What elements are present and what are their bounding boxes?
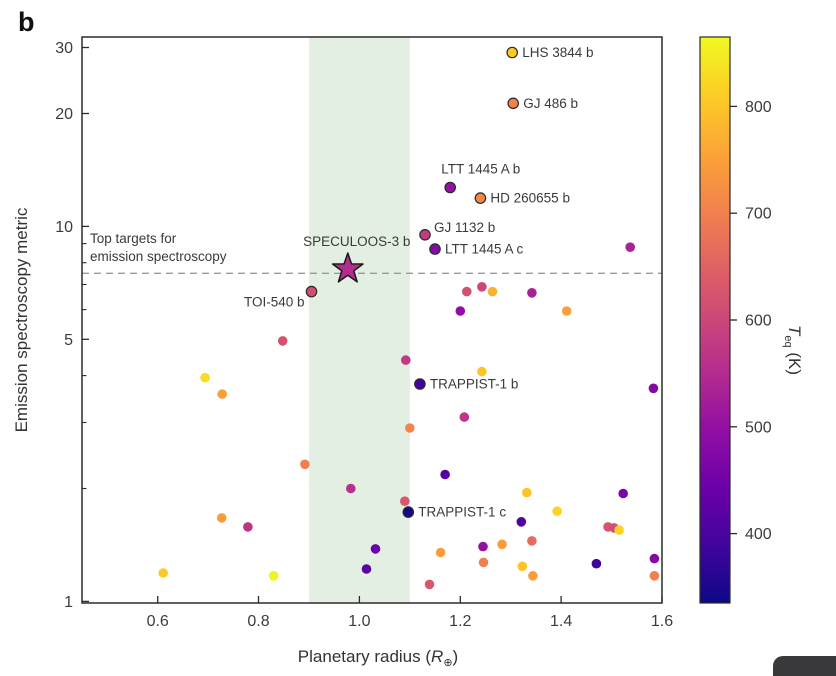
x-tick-label: 1.2 xyxy=(449,613,471,630)
data-point xyxy=(527,288,537,298)
point-label: GJ 486 b xyxy=(523,96,578,111)
y-tick-label: 20 xyxy=(55,106,73,123)
data-point xyxy=(522,487,532,498)
data-point xyxy=(401,355,411,365)
threshold-label-line2: emission spectroscopy xyxy=(90,249,227,264)
x-axis-title: Planetary radius (R⊕) xyxy=(298,647,458,669)
data-point-labeled xyxy=(419,229,431,241)
data-point-labeled xyxy=(402,506,415,518)
data-point xyxy=(497,539,507,550)
point-label: LTT 1445 A b xyxy=(441,162,520,177)
point-label: LTT 1445 A c xyxy=(445,242,524,257)
colorbar-title: Teq (K) xyxy=(782,325,804,375)
data-point-labeled xyxy=(506,46,518,59)
plot-area: 0.6 0.8 1.0 1.2 1.4 1.6 1 5 10 20 30 400 500 600 700 80… xyxy=(55,36,772,630)
plot-border xyxy=(81,36,663,604)
data-point xyxy=(625,242,635,252)
data-point xyxy=(361,564,372,574)
corner-overlay-button[interactable] xyxy=(773,656,836,676)
data-point xyxy=(440,469,450,480)
data-point xyxy=(462,286,472,297)
star-point-label: SPECULOOS-3 b xyxy=(303,234,410,249)
colorbar-tick-label: 400 xyxy=(745,526,772,543)
point-label: GJ 1132 b xyxy=(434,220,495,235)
data-point-labeled xyxy=(507,97,519,110)
data-point xyxy=(649,571,660,581)
data-point xyxy=(528,571,538,581)
data-point xyxy=(561,306,572,316)
panel-label: b xyxy=(18,7,35,37)
data-point xyxy=(591,558,602,569)
colorbar-tick-label: 700 xyxy=(745,206,772,223)
data-point xyxy=(424,579,435,590)
colorbar xyxy=(699,36,731,604)
data-point xyxy=(370,544,381,554)
y-tick-label: 5 xyxy=(64,332,73,349)
y-tick-label: 10 xyxy=(55,219,73,236)
colorbar-tick-label: 600 xyxy=(745,313,772,330)
data-point xyxy=(217,389,227,399)
data-point xyxy=(216,513,227,523)
data-point xyxy=(455,306,466,316)
data-point-labeled xyxy=(429,243,441,255)
data-point xyxy=(300,459,310,470)
data-point xyxy=(346,483,356,494)
data-point xyxy=(459,412,470,422)
data-point xyxy=(552,506,562,516)
point-label: TRAPPIST-1 c xyxy=(418,505,506,520)
data-point xyxy=(478,541,488,552)
data-point xyxy=(614,525,624,535)
data-point xyxy=(435,547,446,558)
point-label: LHS 3844 b xyxy=(522,45,593,60)
y-axis-title: Emission spectroscopy metric xyxy=(12,207,31,432)
data-point-labeled xyxy=(444,181,456,194)
data-point xyxy=(618,488,628,499)
y-tick-label: 30 xyxy=(55,40,73,57)
data-point xyxy=(527,536,537,546)
data-point-labeled xyxy=(305,285,318,298)
data-point xyxy=(400,496,410,507)
speculoos-3b-star-marker xyxy=(331,252,364,283)
point-label: TOI-540 b xyxy=(244,295,305,310)
colorbar-tick-label: 500 xyxy=(745,419,772,436)
threshold-label-line1: Top targets for xyxy=(90,231,177,246)
data-point xyxy=(200,372,210,383)
x-tick-label: 1.4 xyxy=(550,613,572,630)
data-point-labeled xyxy=(414,378,426,390)
data-point xyxy=(158,568,168,578)
data-point xyxy=(243,522,253,532)
x-tick-label: 0.6 xyxy=(147,613,169,630)
habitable-radius-band xyxy=(309,37,410,603)
x-tick-label: 0.8 xyxy=(247,613,269,630)
data-point xyxy=(649,553,660,564)
data-point xyxy=(517,561,528,572)
colorbar-tick-label: 800 xyxy=(745,99,772,116)
data-point-labeled xyxy=(474,192,487,204)
data-point xyxy=(477,366,487,377)
data-point xyxy=(516,517,527,527)
data-point xyxy=(277,336,288,346)
data-point xyxy=(268,571,279,581)
y-tick-label: 1 xyxy=(64,594,73,611)
data-point xyxy=(487,286,498,297)
data-point xyxy=(478,557,489,568)
data-point xyxy=(648,383,659,394)
data-point xyxy=(405,423,415,433)
x-tick-label: 1.0 xyxy=(348,613,370,630)
x-tick-label: 1.6 xyxy=(651,613,673,630)
data-point xyxy=(477,282,487,292)
point-label: TRAPPIST-1 b xyxy=(430,377,519,392)
point-label: HD 260655 b xyxy=(490,191,570,206)
